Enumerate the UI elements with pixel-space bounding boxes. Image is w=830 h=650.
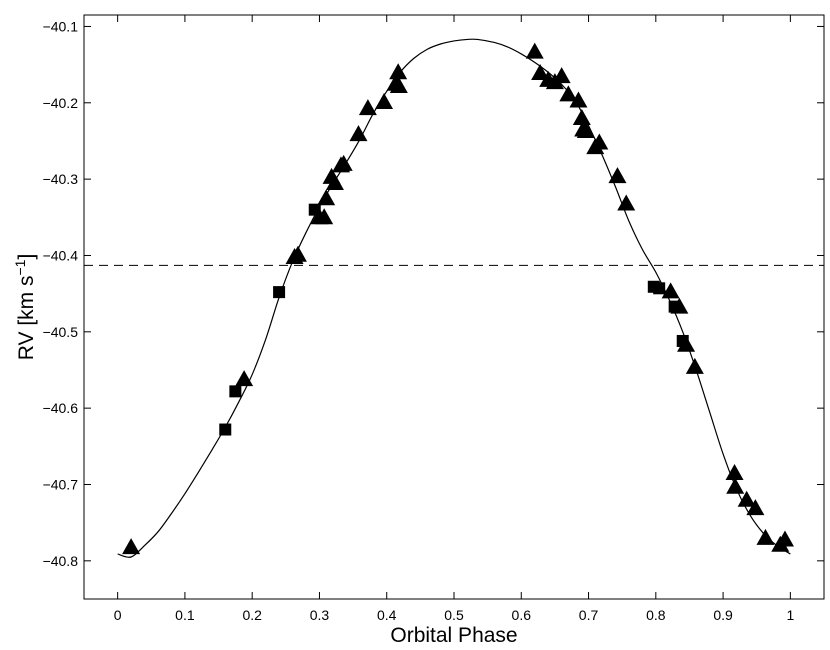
- x-tick-label: 0.7: [579, 607, 599, 623]
- x-tick-label: 0.3: [310, 607, 330, 623]
- rv-fit-curve: [117, 38, 791, 558]
- triangle-data-point: [235, 370, 254, 387]
- y-tick-label: −40.2: [43, 95, 79, 111]
- x-tick-label: 0.4: [377, 607, 397, 623]
- data-points-layer: [122, 42, 794, 555]
- triangle-data-point: [737, 490, 756, 507]
- square-data-point: [653, 282, 666, 295]
- triangle-data-point: [726, 477, 745, 494]
- y-axis-title-superscript: −1: [12, 259, 28, 275]
- triangle-data-point: [358, 99, 377, 116]
- triangle-data-point: [317, 189, 336, 206]
- square-data-point: [273, 286, 286, 299]
- square-data-point: [668, 300, 681, 313]
- triangle-data-point: [552, 67, 571, 84]
- triangle-data-point: [389, 63, 408, 80]
- y-tick-label: −40.7: [43, 476, 79, 492]
- triangle-data-point: [590, 133, 609, 150]
- triangle-data-point: [315, 208, 334, 225]
- fit-curve-layer: [117, 38, 791, 558]
- triangle-data-point: [559, 85, 578, 102]
- square-data-point: [308, 203, 321, 216]
- y-tick-label: −40.3: [43, 171, 79, 187]
- y-tick-label: −40.4: [43, 247, 79, 263]
- x-axis-title: Orbital Phase: [390, 624, 517, 647]
- triangle-data-point: [569, 91, 588, 108]
- x-tick-label: 1: [786, 607, 794, 623]
- triangle-data-point: [389, 77, 408, 93]
- y-tick-label: −40.6: [43, 400, 79, 416]
- x-tick-label: 0.1: [175, 607, 195, 623]
- tick-layer: 0 0.1 0.2 0.3 0.4 0.5 0.6 0.7 0.8 0.9 1 −40.1 −40.2 −…: [43, 15, 824, 623]
- y-axis-title: RV [km s−1]: [12, 254, 38, 361]
- x-tick-label: 0.5: [444, 607, 464, 623]
- plot-frame: [83, 14, 825, 600]
- x-tick-label: 0.2: [242, 607, 262, 623]
- triangle-data-point: [576, 122, 595, 139]
- triangle-data-point: [608, 167, 627, 184]
- x-tick-label: 0.9: [713, 607, 733, 623]
- triangle-data-point: [531, 64, 550, 81]
- triangle-data-point: [325, 173, 344, 190]
- x-tick-label: 0.6: [512, 607, 532, 623]
- triangle-data-point: [617, 194, 636, 211]
- y-tick-label: −40.5: [43, 324, 79, 340]
- y-axis-title-main: RV [km s: [15, 276, 38, 361]
- triangle-data-point: [746, 499, 765, 516]
- triangle-data-point: [685, 357, 704, 374]
- triangle-data-point: [375, 93, 394, 110]
- y-tick-label: −40.1: [43, 18, 79, 34]
- square-data-point: [676, 334, 689, 347]
- triangle-data-point: [661, 282, 680, 299]
- square-data-point: [219, 423, 232, 436]
- y-tick-label: −40.8: [43, 553, 79, 569]
- triangle-data-point: [756, 528, 775, 545]
- triangle-data-point: [334, 154, 353, 171]
- y-axis-title-close: ]: [15, 254, 38, 260]
- x-tick-label: 0: [114, 607, 122, 623]
- triangle-data-point: [349, 125, 368, 142]
- triangle-data-point: [122, 538, 141, 555]
- x-tick-label: 0.8: [646, 607, 666, 623]
- triangle-data-point: [288, 245, 307, 262]
- triangle-data-point: [775, 530, 794, 547]
- triangle-data-point: [525, 42, 544, 59]
- triangle-data-point: [725, 464, 744, 481]
- triangle-data-point: [572, 109, 591, 126]
- square-data-point: [229, 385, 242, 398]
